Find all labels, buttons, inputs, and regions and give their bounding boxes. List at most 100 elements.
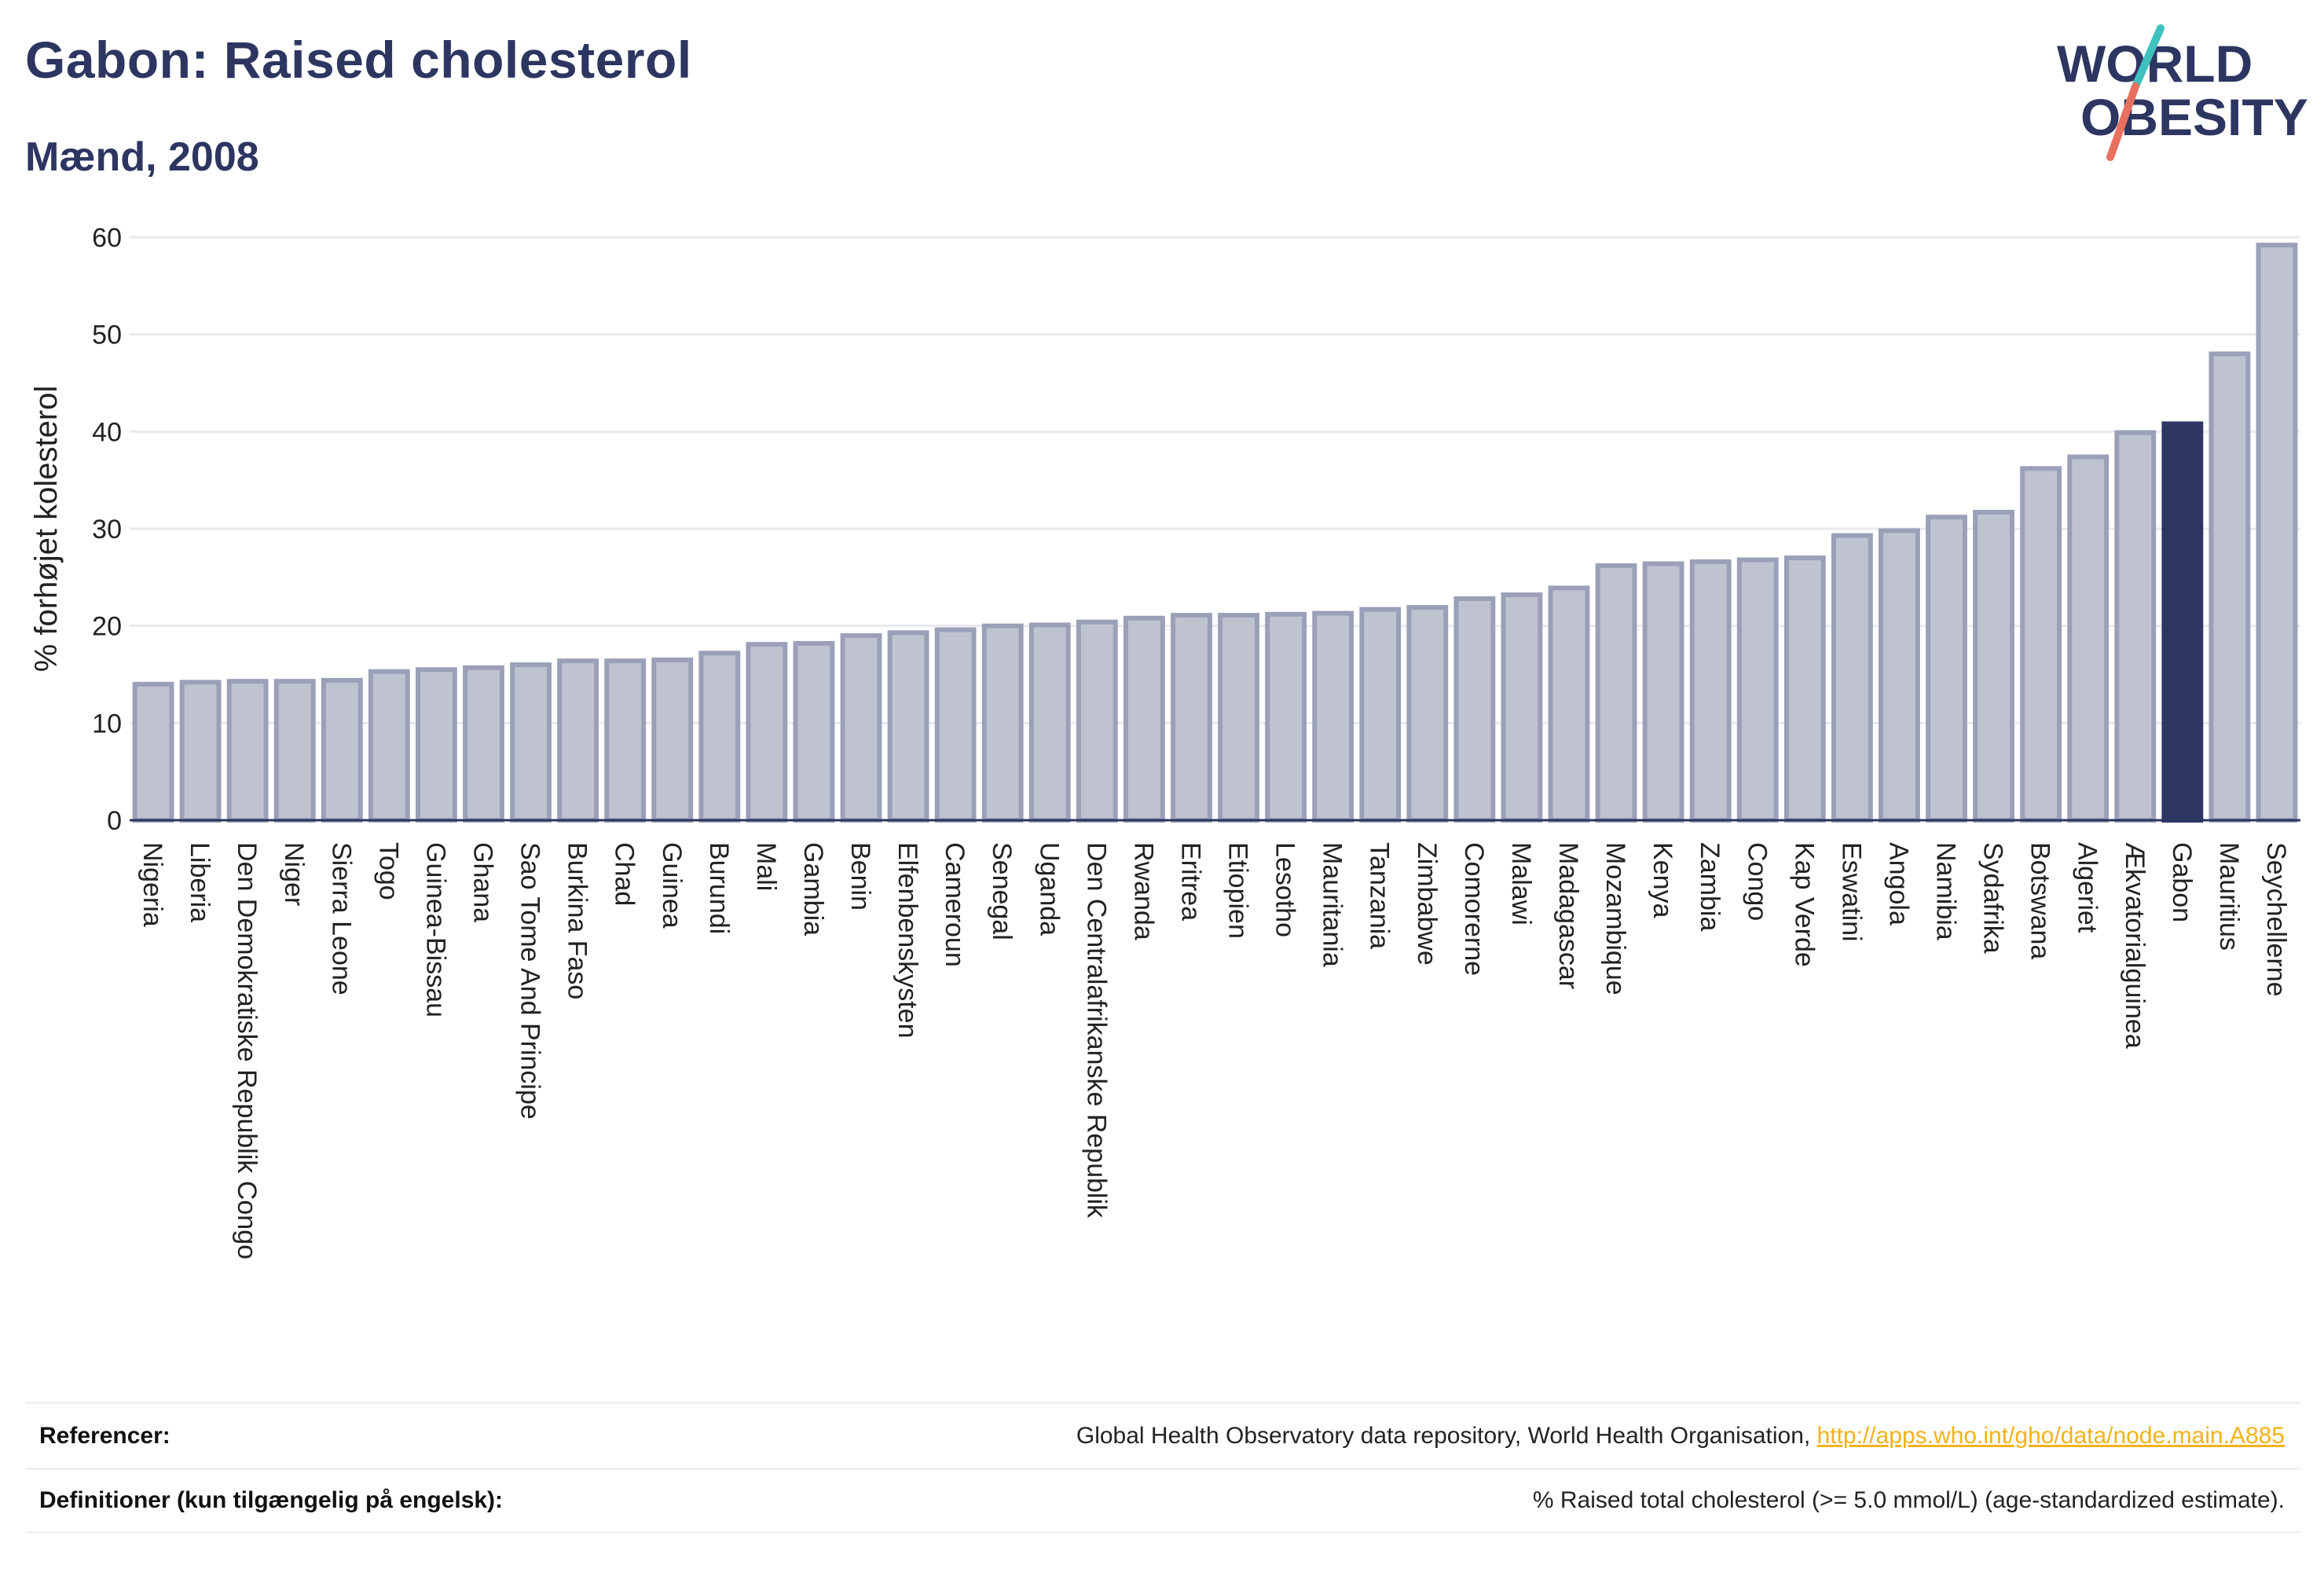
bar <box>2209 351 2251 823</box>
bar <box>1879 528 1920 823</box>
bar <box>2256 242 2298 823</box>
chart-subtitle: Mænd, 2008 <box>25 134 259 180</box>
x-tick-label: Togo <box>373 842 403 900</box>
x-tick-label: Niger <box>279 842 309 906</box>
x-tick-label: Burkina Faso <box>563 842 592 999</box>
bar <box>1312 610 1354 823</box>
x-tick-label: Nigeria <box>137 842 167 927</box>
definitions-label: Definitioner (kun tilgængelig på engelsk… <box>39 1487 504 1513</box>
bar <box>698 651 741 823</box>
bar <box>1171 613 1212 823</box>
bar <box>1973 509 2015 823</box>
x-tick-label: Madagascar <box>1553 842 1583 989</box>
bar <box>2020 466 2062 823</box>
y-axis-ticks: 0 10 20 30 40 50 60 <box>92 223 122 836</box>
x-tick-label: Chad <box>610 842 640 906</box>
x-tick-label: Kap Verde <box>1789 842 1819 967</box>
references-label: Referencer: <box>39 1422 170 1449</box>
x-tick-label: Benin <box>845 842 875 911</box>
x-tick-label: Congo <box>1742 842 1772 921</box>
bar <box>1123 615 1165 823</box>
bar <box>179 680 222 823</box>
y-tick-label: 0 <box>107 806 122 836</box>
bar <box>132 681 174 823</box>
x-tick-label: Uganda <box>1034 842 1064 936</box>
bar <box>604 658 647 823</box>
x-tick-label: Den Demokratiske Republik Congo <box>232 842 262 1259</box>
bar <box>510 662 552 823</box>
logo-slash-teal <box>2132 24 2165 90</box>
x-tick-label: Mauritania <box>1318 842 1347 967</box>
bar <box>1595 563 1637 823</box>
y-tick-label: 60 <box>92 223 122 253</box>
bar <box>1453 596 1496 823</box>
bar <box>1218 613 1259 823</box>
x-tick-label: Ækvatorialguinea <box>2120 842 2150 1049</box>
bar <box>1783 555 1826 823</box>
x-tick-label: Guinea-Bissau <box>420 842 450 1017</box>
bar <box>415 667 457 823</box>
bar <box>463 665 504 823</box>
x-tick-label: Rwanda <box>1128 842 1158 940</box>
x-tick-label: Tanzania <box>1365 842 1395 949</box>
x-tick-label: Namibia <box>1931 842 1961 940</box>
y-tick-label: 40 <box>92 417 122 447</box>
x-axis-category-labels: Nigeria Liberia Den Demokratiske Republik … <box>137 842 2291 1259</box>
y-axis-title: % forhøjet kolesterol <box>29 386 64 673</box>
bar <box>887 630 929 823</box>
x-tick-label: Sao Tome And Principe <box>515 842 545 1120</box>
bar <box>1926 515 1967 823</box>
chart-title: Gabon: Raised cholesterol <box>25 31 692 89</box>
bar <box>1265 611 1307 823</box>
x-tick-label: Ghana <box>467 842 497 922</box>
world-obesity-logo: WORLD OBESITY <box>2057 24 2308 161</box>
bar <box>1359 607 1402 823</box>
bar <box>934 627 977 823</box>
references-row: Referencer: Global Health Observatory da… <box>25 1402 2300 1468</box>
bar-chart: 0 10 20 30 40 50 60 Nigeria Liberia Den Demokrat… <box>29 223 2300 1259</box>
references-value: Global Health Observatory data repositor… <box>1076 1423 2285 1450</box>
bar <box>1548 585 1590 823</box>
x-tick-label: Malawi <box>1506 842 1536 925</box>
y-tick-label: 30 <box>92 515 122 544</box>
bar <box>1642 561 1684 823</box>
x-tick-label: Liberia <box>185 842 214 922</box>
y-tick-label: 50 <box>92 321 122 350</box>
bar <box>1028 622 1071 823</box>
y-tick-label: 20 <box>92 612 122 642</box>
bars <box>132 242 2298 823</box>
x-tick-label: Zambia <box>1695 842 1725 931</box>
x-tick-label: Zimbabwe <box>1412 842 1442 966</box>
bar <box>2114 430 2157 823</box>
bar <box>368 669 410 823</box>
x-tick-label: Kenya <box>1648 842 1677 918</box>
bar <box>1406 605 1449 823</box>
bar <box>273 679 316 823</box>
x-tick-label: Guinea <box>657 842 687 929</box>
bar <box>226 679 269 823</box>
x-tick-label: Mali <box>751 842 781 891</box>
x-tick-label: Gambia <box>798 842 828 936</box>
x-tick-label: Elfenbenskysten <box>893 842 922 1039</box>
bar <box>793 640 835 823</box>
x-tick-label: Mauritius <box>2214 842 2244 951</box>
bar <box>1076 619 1118 823</box>
x-tick-label: Eritrea <box>1175 842 1205 921</box>
x-tick-label: Eswatini <box>1836 842 1866 942</box>
bar-highlighted <box>2161 421 2204 823</box>
references-text: Global Health Observatory data repositor… <box>1076 1422 1811 1449</box>
definitions-row: Definitioner (kun tilgængelig på engelsk… <box>25 1468 2300 1534</box>
x-tick-label: Senegal <box>987 842 1017 940</box>
bar <box>651 657 694 823</box>
x-tick-label: Burundi <box>704 842 734 934</box>
x-tick-label: Sierra Leone <box>326 842 356 995</box>
bar <box>2067 454 2110 823</box>
x-tick-label: Sydafrika <box>1978 842 2008 954</box>
x-tick-label: Botswana <box>2025 842 2055 959</box>
bar <box>746 642 788 823</box>
references-link[interactable]: http://apps.who.int/gho/data/node.main.A… <box>1816 1422 2285 1449</box>
x-tick-label: Angola <box>1883 842 1913 925</box>
bar <box>321 677 363 823</box>
logo-slash-coral <box>2106 82 2139 161</box>
x-tick-label: Algeriet <box>2073 842 2102 933</box>
